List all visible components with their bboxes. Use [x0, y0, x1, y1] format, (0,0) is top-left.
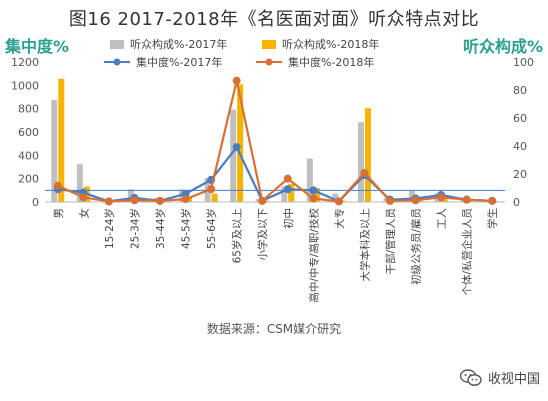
line-point-2018: [104, 197, 113, 206]
bar-2018: [288, 183, 295, 202]
line-point-2018: [437, 193, 446, 202]
line-point-2018: [53, 181, 62, 190]
category-label: 女: [77, 208, 90, 219]
line-point-2017: [232, 143, 241, 152]
bar-2017: [51, 99, 58, 202]
line-point-2018: [130, 196, 139, 205]
line-point-2018: [283, 174, 292, 183]
line-point-2018: [334, 197, 343, 206]
category-label: 男: [53, 208, 65, 219]
source-note: 数据来源：CSM媒介研究: [206, 322, 342, 336]
category-label: 初中: [282, 208, 295, 229]
line-point-2018: [360, 168, 369, 177]
left-tick-label: 200: [18, 173, 39, 186]
bar-2017: [230, 109, 237, 202]
legend-swatch-bar: [262, 40, 276, 49]
line-point-2018: [79, 193, 88, 202]
legend-swatch-bar: [110, 40, 124, 49]
left-tick-label: 600: [18, 126, 39, 139]
line-series-2017: [57, 146, 493, 203]
watermark: 收视中国: [459, 368, 540, 387]
bar-2017: [332, 193, 339, 202]
bar-2018: [237, 84, 244, 202]
chart-title: 图16 2017-2018年《名医面对面》听众特点对比: [68, 9, 480, 30]
left-tick-label: 800: [18, 103, 39, 116]
category-label: 干部/管理人员: [384, 208, 397, 275]
legend-label: 集中度%-2017年: [136, 55, 222, 69]
bar-2018: [211, 193, 218, 202]
left-axis-title: 集中度%: [4, 37, 69, 56]
left-tick-label: 1000: [11, 79, 39, 92]
category-label: 35-44岁: [154, 208, 167, 249]
category-label: 55-64岁: [205, 208, 218, 249]
left-tick-label: 1200: [11, 56, 39, 69]
bar-2017: [409, 190, 416, 202]
line-point-2018: [309, 194, 318, 203]
bar-2018: [58, 78, 65, 202]
bar-2017: [281, 186, 288, 202]
bar-2018: [364, 108, 371, 202]
category-label: 大学本科及以上: [358, 208, 371, 282]
legend-swatch-marker: [265, 58, 273, 66]
bar-2017: [76, 164, 83, 202]
legend-swatch-marker: [113, 58, 121, 66]
right-tick-label: 80: [513, 84, 527, 97]
line-point-2018: [232, 76, 241, 85]
left-tick-label: 400: [18, 149, 39, 162]
line-point-2017: [283, 185, 292, 194]
bar-2018: [313, 188, 320, 202]
category-label: 初级公务员/雇员: [410, 208, 423, 285]
category-label: 65岁及以上: [231, 208, 244, 263]
legend-label: 集中度%-2018年: [288, 55, 374, 69]
right-tick-label: 40: [513, 140, 527, 153]
line-point-2018: [462, 195, 471, 204]
bar-2017: [306, 158, 313, 202]
category-label: 大专: [333, 208, 346, 229]
line-series-2018: [57, 79, 493, 203]
legend-label: 听众构成%-2018年: [282, 37, 379, 51]
right-tick-label: 100: [513, 56, 534, 69]
bar-2018: [441, 197, 448, 202]
line-point-2018: [156, 196, 164, 205]
chart-area: 集中度% 听众构成% 听众构成%-2017年 听众构成%-2018年集中度%-2017…: [0, 30, 548, 345]
right-tick-label: 60: [513, 112, 527, 125]
category-label: 工人: [436, 208, 448, 229]
watermark-text: 收视中国: [487, 372, 540, 387]
line-point-2018: [488, 196, 497, 205]
right-tick-label: 20: [513, 168, 527, 181]
right-tick-label: 0: [513, 196, 520, 209]
bar-2017: [357, 122, 364, 202]
legend-label: 听众构成%-2017年: [130, 37, 227, 51]
left-tick-label: 0: [32, 196, 39, 209]
line-point-2018: [411, 196, 420, 205]
bar-2017: [127, 189, 134, 202]
line-point-2018: [258, 196, 267, 205]
category-label: 高中/中专/高职/技校: [307, 208, 320, 303]
line-point-2017: [309, 186, 318, 195]
line-point-2018: [207, 185, 216, 194]
category-label: 个体/私营企业人员: [461, 208, 474, 296]
line-point-2018: [386, 196, 394, 205]
right-axis-title: 听众构成%: [463, 37, 543, 56]
category-label: 学生: [486, 208, 499, 229]
line-point-2018: [181, 195, 190, 204]
wechat-icon: [459, 368, 482, 387]
category-label: 45-54岁: [180, 208, 193, 249]
category-label: 15-24岁: [103, 208, 116, 249]
combo-chart: 集中度% 听众构成% 听众构成%-2017年 听众构成%-2018年集中度%-2017…: [4, 37, 543, 303]
category-label: 25-34岁: [128, 208, 141, 249]
category-label: 小学及以下: [256, 208, 269, 261]
